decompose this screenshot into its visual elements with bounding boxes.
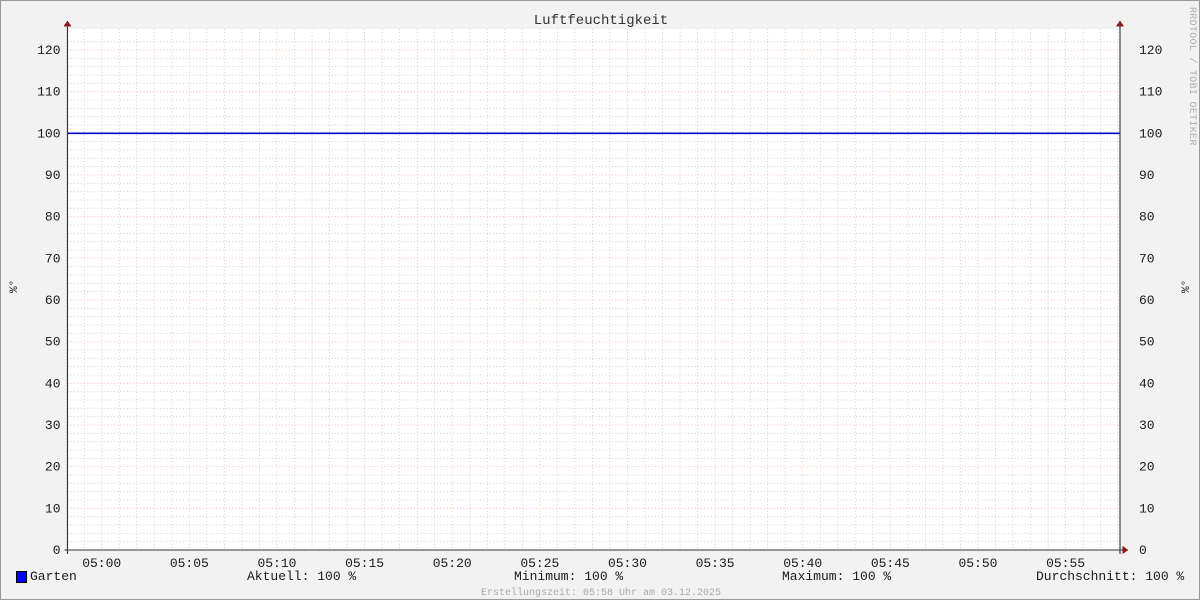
svg-text:30: 30 <box>45 418 61 433</box>
svg-text:0: 0 <box>1139 543 1147 558</box>
svg-text:70: 70 <box>1139 251 1155 266</box>
svg-text:90: 90 <box>1139 168 1155 183</box>
svg-text:20: 20 <box>1139 460 1155 475</box>
svg-text:80: 80 <box>45 210 61 225</box>
svg-text:80: 80 <box>1139 210 1155 225</box>
svg-text:10: 10 <box>1139 501 1155 516</box>
svg-text:0: 0 <box>53 543 61 558</box>
svg-text:30: 30 <box>1139 418 1155 433</box>
svg-text:60: 60 <box>1139 293 1155 308</box>
svg-text:90: 90 <box>45 168 61 183</box>
svg-text:110: 110 <box>37 85 60 100</box>
svg-text:40: 40 <box>45 376 61 391</box>
svg-text:100: 100 <box>37 126 60 141</box>
svg-text:110: 110 <box>1139 85 1162 100</box>
svg-text:40: 40 <box>1139 376 1155 391</box>
svg-text:50: 50 <box>45 335 61 350</box>
svg-text:50: 50 <box>1139 335 1155 350</box>
svg-text:120: 120 <box>1139 43 1162 58</box>
svg-text:10: 10 <box>45 501 61 516</box>
svg-text:60: 60 <box>45 293 61 308</box>
svg-text:100: 100 <box>1139 126 1162 141</box>
svg-text:120: 120 <box>37 43 60 58</box>
svg-text:20: 20 <box>45 460 61 475</box>
svg-text:70: 70 <box>45 251 61 266</box>
